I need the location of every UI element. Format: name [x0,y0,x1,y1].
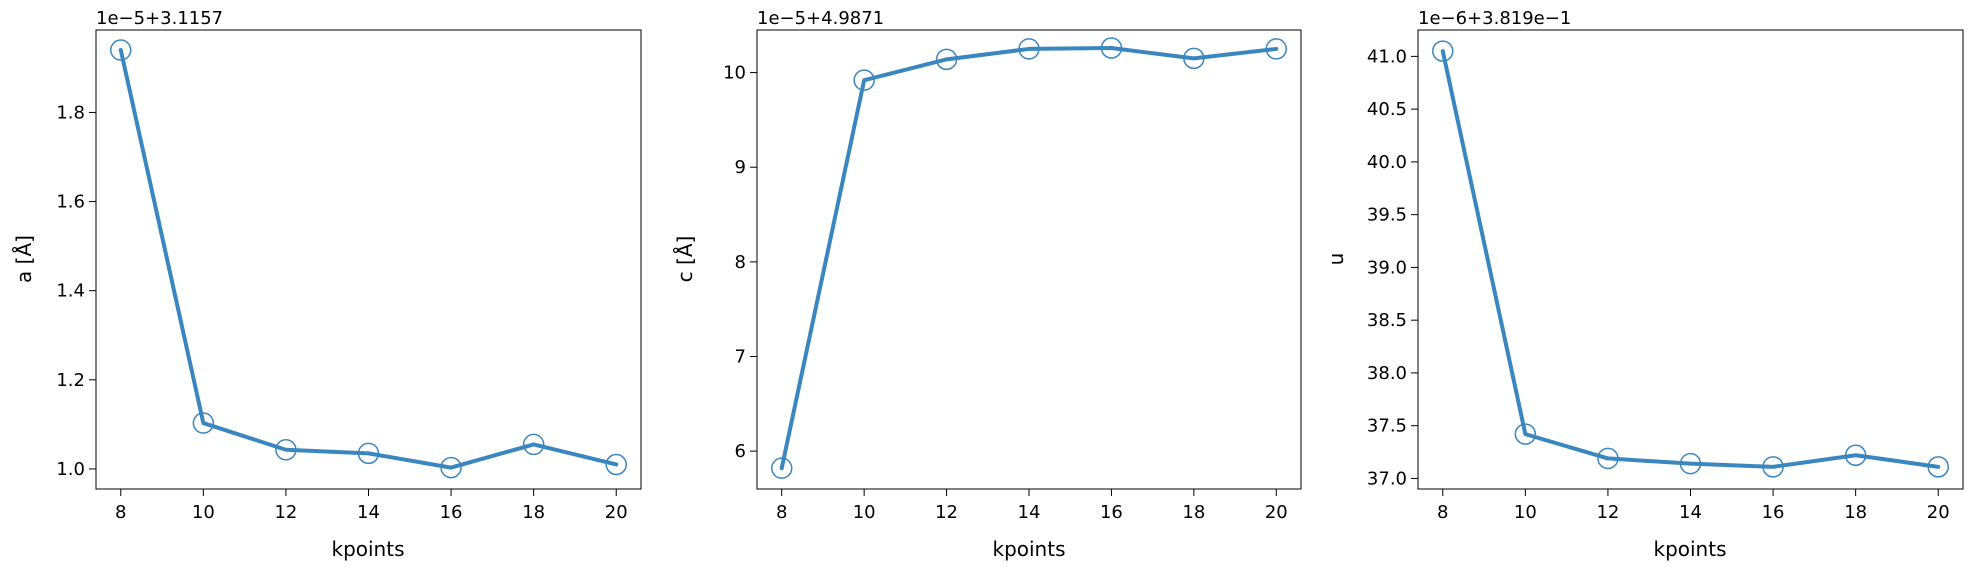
y-tick-label: 1.6 [56,192,85,213]
y-tick-label: 38.0 [1367,363,1407,384]
y-tick-label: 38.5 [1367,310,1407,331]
y-tick-label: 40.5 [1367,99,1407,120]
x-tick-label: 20 [1927,502,1950,523]
plot-frame [1417,29,1964,490]
x-tick-label: 8 [776,502,787,523]
y-tick-label: 9 [735,157,746,178]
series-line [779,45,1279,471]
x-tick-label: 14 [1018,502,1041,523]
x-tick-label: 8 [115,502,126,523]
data-point [1100,37,1123,59]
plot-frame [756,29,1302,490]
x-tick-label: 12 [935,502,958,523]
x-axis-label: kpoints [992,537,1065,561]
x-tick-label: 16 [440,502,463,523]
x-tick-label: 8 [1437,502,1448,523]
y-tick-label: 1.0 [56,459,85,480]
x-tick-label: 20 [605,502,628,523]
data-point [1514,423,1537,445]
x-tick-label: 18 [1182,502,1205,523]
x-axis-label: kpoints [1653,537,1726,561]
series-line [118,48,619,470]
data-point [1265,38,1288,60]
x-tick-label: 18 [522,502,545,523]
y-axis-label: u [1324,253,1348,266]
data-point [440,456,462,479]
x-tick-label: 10 [853,502,876,523]
x-tick-label: 18 [1844,502,1867,523]
data-point [853,69,875,91]
y-tick-label: 37.5 [1367,416,1407,437]
y-tick-label: 10 [723,63,746,84]
y-tick-label: 7 [735,347,746,368]
y-tick-label: 1.2 [56,370,85,391]
data-point [1679,452,1702,475]
offset-text: 1e−6+3.819e−1 [1418,8,1571,29]
data-point [1762,456,1784,478]
x-tick-label: 10 [1514,502,1537,523]
data-point [770,457,793,479]
chart-panel-a: 1e−5+3.1157 kpoints a [Å] 8 10 12 14 16 18 20 1… [12,8,642,561]
data-point [192,412,215,434]
x-tick-label: 14 [357,502,380,523]
chart-panel-c: 1e−5+4.9871 kpoints c [Å] 8 10 12 14 16 18 20 6… [673,8,1302,561]
data-point [1844,444,1867,466]
y-tick-label: 1.8 [56,102,85,123]
y-axis-label: a [Å] [12,235,36,283]
data-point [1927,456,1949,478]
data-point [275,439,297,461]
y-tick-label: 39.0 [1367,257,1407,278]
series-line [1440,49,1941,469]
offset-text: 1e−5+4.9871 [757,8,884,29]
data-point [605,453,627,476]
y-tick-label: 41.0 [1367,46,1407,67]
y-tick-label: 8 [735,252,746,273]
offset-text: 1e−5+3.1157 [96,8,223,29]
data-point [110,39,132,61]
data-point [935,48,958,71]
y-tick-label: 1.4 [56,281,85,302]
data-point [357,442,380,465]
data-point [1597,447,1619,470]
x-tick-label: 12 [1596,502,1619,523]
data-point [1183,47,1205,70]
data-point [1432,40,1454,62]
x-tick-label: 16 [1762,502,1785,523]
y-tick-label: 37.0 [1367,468,1407,489]
data-point [1018,38,1040,60]
x-axis-label: kpoints [331,537,404,561]
x-tick-label: 20 [1265,502,1288,523]
x-tick-label: 10 [192,502,215,523]
plot-frame [95,29,642,490]
y-tick-label: 6 [735,441,746,462]
y-tick-label: 40.0 [1367,152,1407,173]
data-point [522,433,545,456]
x-tick-label: 12 [274,502,297,523]
x-tick-label: 16 [1100,502,1123,523]
x-tick-label: 14 [1679,502,1702,523]
y-axis-label: c [Å] [673,236,697,283]
y-tick-label: 39.5 [1367,205,1407,226]
chart-panel-u: 1e−6+3.819e−1 kpoints u 8 10 12 14 16 18 20 37.… [1324,8,1964,561]
